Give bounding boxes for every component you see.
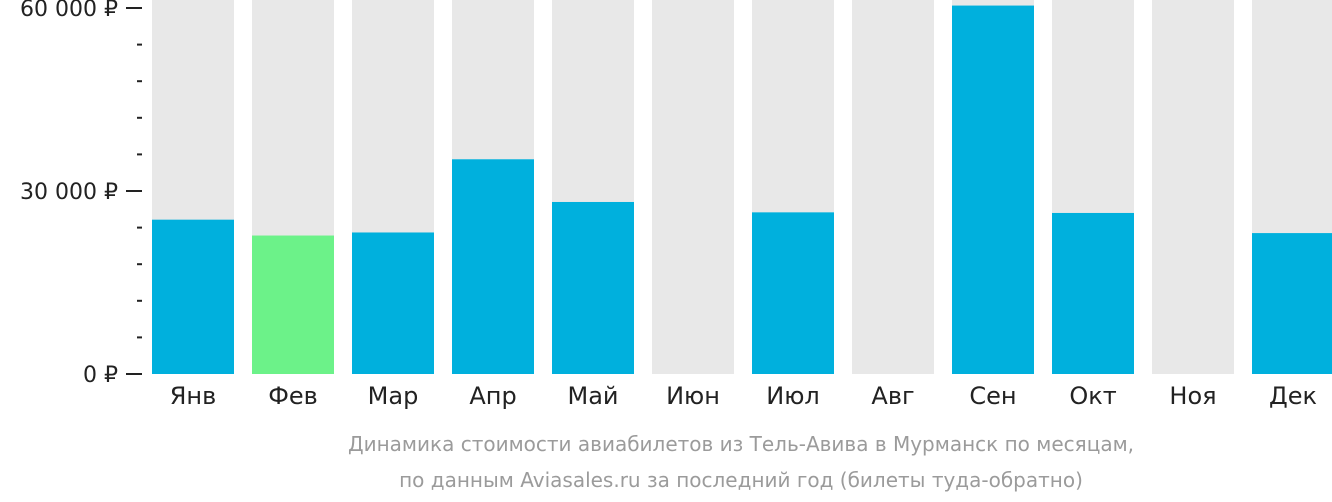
bar-background-8: [852, 0, 934, 374]
chart-caption-line-2: по данным Aviasales.ru за последний год …: [399, 468, 1083, 492]
bar-background-11: [1152, 0, 1234, 374]
x-tick-label-11: Ноя: [1169, 382, 1216, 410]
bar-layer: [152, 5, 1332, 375]
y-tick-label-3: 60 000 ₽: [20, 0, 118, 22]
x-tick-label-7: Июл: [766, 382, 820, 410]
y-tick-label-2: 30 000 ₽: [20, 180, 118, 205]
x-tick-label-10: Окт: [1069, 382, 1116, 410]
bar-1[interactable]: [152, 219, 234, 374]
x-axis-labels: Янв Фев Мар Апр Май Июн Июл Авг Сен Окт Ноя Дек: [170, 382, 1317, 410]
bar-background-6: [652, 0, 734, 374]
x-tick-label-9: Сен: [969, 382, 1016, 410]
bar-5[interactable]: [552, 201, 634, 374]
bar-10[interactable]: [1052, 212, 1134, 374]
bar-2[interactable]: [252, 235, 334, 374]
x-tick-label-4: Апр: [469, 382, 516, 410]
x-tick-label-3: Мар: [368, 382, 419, 410]
x-tick-label-2: Фев: [268, 382, 318, 410]
bar-4[interactable]: [452, 159, 534, 374]
y-axis: 0 ₽ 30 000 ₽ 60 000 ₽: [20, 0, 142, 388]
x-tick-label-1: Янв: [170, 382, 217, 410]
bar-7[interactable]: [752, 212, 834, 374]
x-tick-label-8: Авг: [871, 382, 914, 410]
x-tick-label-12: Дек: [1269, 382, 1317, 410]
chart-caption-line-1: Динамика стоимости авиабилетов из Тель-А…: [347, 432, 1135, 456]
bar-9[interactable]: [952, 5, 1034, 375]
y-tick-label-1: 0 ₽: [83, 363, 118, 388]
bar-3[interactable]: [352, 232, 434, 374]
x-tick-label-6: Июн: [666, 382, 720, 410]
x-tick-label-5: Май: [567, 382, 618, 410]
bar-12[interactable]: [1252, 233, 1332, 374]
